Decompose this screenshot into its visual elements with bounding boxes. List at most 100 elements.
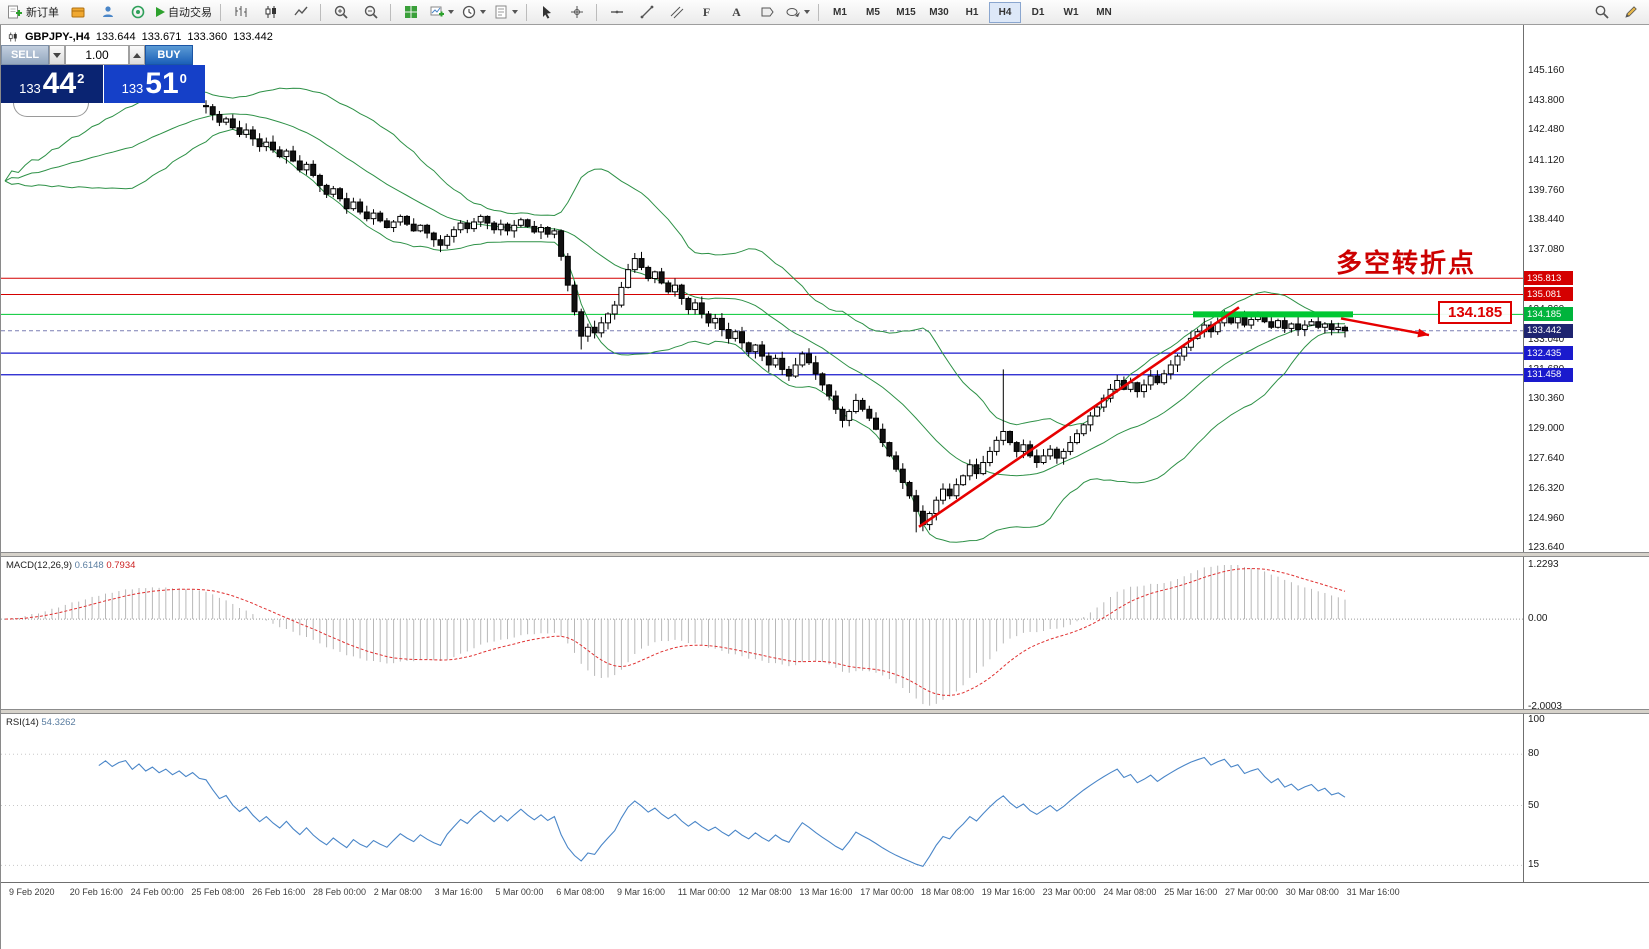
- time-axis-label: 26 Feb 16:00: [252, 887, 306, 897]
- ohlc-close: 133.442: [233, 31, 273, 43]
- autotrade-button[interactable]: 自动交易: [153, 1, 215, 24]
- timeframe-h4[interactable]: H4: [989, 1, 1021, 23]
- toolbar: 新订单 自动交易: [0, 0, 1649, 25]
- macd-signal-value: 0.7934: [106, 560, 136, 571]
- chart-line-button[interactable]: [286, 1, 315, 24]
- time-axis[interactable]: 9 Feb 2020 20 Feb 16:00 24 Feb 00:00 25 Feb…: [1, 882, 1649, 903]
- timeframe-mn[interactable]: MN: [1096, 6, 1112, 18]
- chart-bars-icon: [235, 6, 246, 17]
- new-chart-button[interactable]: [426, 1, 457, 24]
- time-axis-label: 3 Mar 16:00: [434, 887, 483, 897]
- channel-icon: [670, 6, 683, 19]
- main-chart-canvas[interactable]: [1, 25, 1523, 557]
- tile-windows-button[interactable]: [396, 1, 425, 24]
- panel-separator[interactable]: [1, 552, 1649, 557]
- chart-bars-button[interactable]: [226, 1, 255, 24]
- rsi-canvas[interactable]: [1, 714, 1523, 887]
- volume-down-button[interactable]: [49, 45, 65, 65]
- chart-icon: [8, 32, 17, 42]
- main-chart-panel: GBPJPY-,H4 133.644 133.671 133.360 133.4…: [1, 25, 1649, 554]
- time-axis-label: 25 Feb 08:00: [191, 887, 245, 897]
- toolbar-separator: [220, 3, 221, 21]
- label-button[interactable]: [752, 1, 781, 24]
- turning-point-annotation: 多空转折点: [1336, 249, 1477, 279]
- price-axis-badge: 135.081: [1524, 287, 1573, 302]
- timeframe-m30[interactable]: M30: [929, 6, 949, 18]
- buy-price-display[interactable]: 133 51 0: [103, 65, 205, 103]
- timeframe-m15[interactable]: M15: [896, 6, 916, 18]
- toolbar-right-group: [1587, 1, 1645, 24]
- time-axis-label: 2 Mar 08:00: [373, 887, 422, 897]
- zoom-in-button[interactable]: [326, 1, 355, 24]
- time-axis-label: 23 Mar 00:00: [1042, 887, 1096, 897]
- macd-axis: 1.2293 0.00 -2.0003: [1523, 557, 1649, 713]
- toolbar-separator: [390, 3, 391, 21]
- template-button[interactable]: [490, 1, 521, 24]
- time-axis-label: 30 Mar 08:00: [1285, 887, 1339, 897]
- community-button[interactable]: [123, 1, 152, 24]
- price-axis-badge: 133.442: [1524, 323, 1573, 338]
- autotrade-label: 自动交易: [168, 7, 212, 19]
- community-icon: [131, 5, 144, 19]
- macd-axis-label: -2.0003: [1528, 701, 1562, 713]
- new-chart-icon: [430, 6, 444, 17]
- time-axis-label: 31 Mar 16:00: [1346, 887, 1400, 897]
- timeframe-m1[interactable]: M1: [833, 6, 847, 18]
- rsi-axis-label: 100: [1528, 714, 1545, 725]
- macd-canvas[interactable]: [1, 557, 1523, 714]
- symbol-ohlc-line: GBPJPY-,H4 133.644 133.671 133.360 133.4…: [7, 31, 273, 43]
- sell-button[interactable]: SELL: [1, 45, 49, 65]
- price-axis-label: 123.640: [1528, 542, 1565, 554]
- time-axis-label: 24 Mar 08:00: [1103, 887, 1157, 897]
- price-axis-label: 142.480: [1528, 124, 1565, 136]
- new-order-button[interactable]: 新订单: [4, 1, 62, 24]
- template-icon: [495, 5, 507, 19]
- timeframe-d1[interactable]: D1: [1031, 6, 1045, 18]
- main-price-axis[interactable]: 145.160 143.800 142.480 141.120 139.760 138.4…: [1523, 25, 1649, 554]
- chart-candles-button[interactable]: [256, 1, 285, 24]
- trendline-button[interactable]: [632, 1, 661, 24]
- shapes-button[interactable]: [782, 1, 813, 24]
- timeframe-h1[interactable]: H1: [965, 6, 979, 18]
- spinner-down-icon: [53, 52, 61, 58]
- widget-collapse-tab[interactable]: [13, 103, 89, 117]
- timeframe-m5[interactable]: M5: [866, 6, 880, 18]
- macd-axis-label: 1.2293: [1528, 559, 1559, 570]
- hline-icon: [610, 10, 623, 14]
- toolbar-separator: [596, 3, 597, 21]
- search-button[interactable]: [1587, 1, 1616, 24]
- fibonacci-button[interactable]: F: [692, 1, 721, 24]
- timeframe-w1[interactable]: W1: [1063, 6, 1079, 18]
- time-axis-label: 17 Mar 00:00: [860, 887, 914, 897]
- price-axis-label: 137.080: [1528, 244, 1565, 256]
- volume-input[interactable]: [65, 45, 129, 65]
- signals-button[interactable]: [93, 1, 122, 24]
- time-axis-label: 25 Mar 16:00: [1164, 887, 1218, 897]
- price-axis-label: 133.040: [1528, 333, 1565, 345]
- market-button[interactable]: [63, 1, 92, 24]
- rsi-axis-label: 15: [1528, 859, 1540, 871]
- crosshair-button[interactable]: [562, 1, 591, 24]
- sell-price-display[interactable]: 133 44 2: [1, 65, 103, 103]
- period-clock-button[interactable]: [458, 1, 489, 24]
- hline-button[interactable]: [602, 1, 631, 24]
- price-axis-label: 139.760: [1528, 184, 1565, 196]
- sell-price-big: 44: [42, 67, 77, 100]
- rsi-axis-label: 80: [1528, 748, 1540, 760]
- time-axis-label: 6 Mar 08:00: [556, 887, 605, 897]
- zoom-out-button[interactable]: [356, 1, 385, 24]
- price-callout-box: 134.185: [1438, 301, 1513, 325]
- buy-button[interactable]: BUY: [145, 45, 193, 65]
- price-axis-label: 129.000: [1528, 423, 1565, 435]
- panel-separator[interactable]: [1, 709, 1649, 714]
- text-button[interactable]: A: [722, 1, 751, 24]
- cursor-button[interactable]: [532, 1, 561, 24]
- volume-up-button[interactable]: [129, 45, 145, 65]
- rsi-value: 54.3262: [41, 717, 76, 728]
- market-icon: [71, 7, 84, 18]
- channel-button[interactable]: [662, 1, 691, 24]
- rsi-panel: RSI(14) 54.3262 100 80 50 15: [1, 714, 1649, 882]
- draw-button[interactable]: [1616, 1, 1645, 24]
- period-clock-icon: [462, 5, 476, 19]
